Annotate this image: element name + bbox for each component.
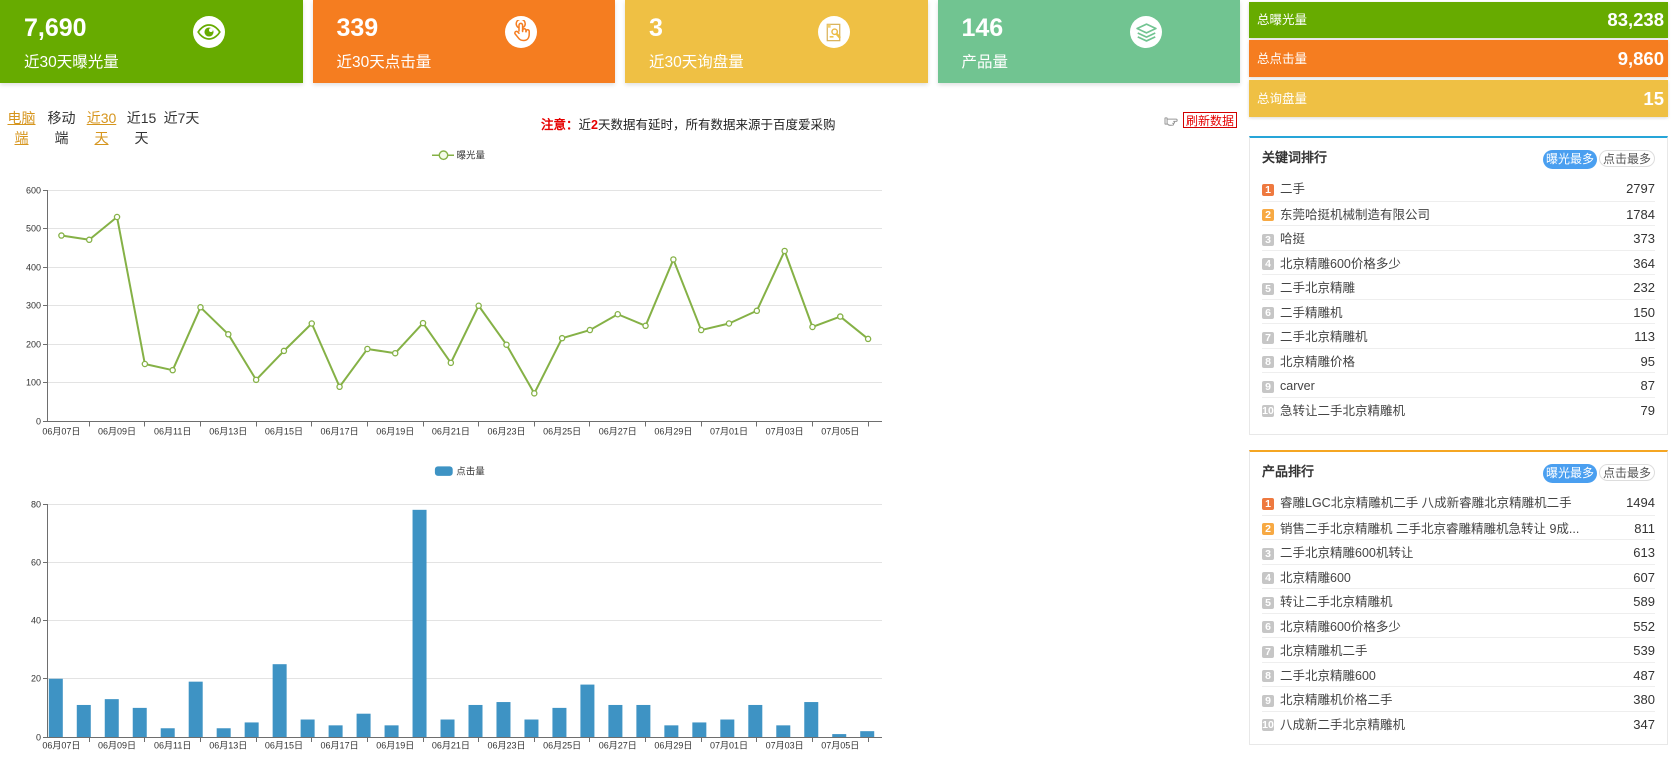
svg-text:06月27日: 06月27日 <box>599 427 637 437</box>
svg-text:06月11日: 06月11日 <box>154 427 191 437</box>
svg-text:06月13日: 06月13日 <box>209 741 247 751</box>
svg-text:06月07日: 06月07日 <box>42 427 80 437</box>
svg-text:06月15日: 06月15日 <box>265 741 303 751</box>
svg-text:80: 80 <box>31 500 41 510</box>
svg-text:曝光量: 曝光量 <box>457 150 486 162</box>
svg-text:60: 60 <box>31 558 41 568</box>
svg-text:0: 0 <box>36 417 41 427</box>
svg-text:06月17日: 06月17日 <box>321 427 359 437</box>
svg-text:06月15日: 06月15日 <box>265 427 303 437</box>
svg-text:06月25日: 06月25日 <box>543 741 581 751</box>
svg-text:06月21日: 06月21日 <box>432 427 470 437</box>
svg-text:07月05日: 07月05日 <box>821 741 859 751</box>
svg-text:300: 300 <box>26 301 41 311</box>
svg-text:06月13日: 06月13日 <box>209 427 247 437</box>
svg-text:06月07日: 06月07日 <box>42 741 80 751</box>
svg-text:06月29日: 06月29日 <box>654 427 692 437</box>
svg-text:07月01日: 07月01日 <box>710 741 748 751</box>
svg-text:600: 600 <box>26 186 41 196</box>
svg-text:06月19日: 06月19日 <box>376 741 414 751</box>
svg-text:07月03日: 07月03日 <box>766 741 804 751</box>
svg-text:06月25日: 06月25日 <box>543 427 581 437</box>
svg-text:20: 20 <box>31 674 41 684</box>
svg-text:06月11日: 06月11日 <box>154 741 191 751</box>
svg-text:0: 0 <box>36 733 41 743</box>
svg-text:40: 40 <box>31 616 41 626</box>
svg-text:点击量: 点击量 <box>456 466 485 478</box>
svg-text:06月17日: 06月17日 <box>321 741 359 751</box>
svg-text:200: 200 <box>26 340 41 350</box>
svg-text:06月19日: 06月19日 <box>376 427 414 437</box>
svg-text:400: 400 <box>26 263 41 273</box>
svg-text:06月23日: 06月23日 <box>487 427 525 437</box>
svg-text:07月05日: 07月05日 <box>821 427 859 437</box>
svg-text:07月03日: 07月03日 <box>766 427 804 437</box>
svg-text:06月29日: 06月29日 <box>654 741 692 751</box>
svg-text:06月27日: 06月27日 <box>599 741 637 751</box>
svg-text:500: 500 <box>26 224 41 234</box>
svg-text:06月09日: 06月09日 <box>98 427 136 437</box>
svg-text:06月21日: 06月21日 <box>432 741 470 751</box>
svg-text:07月01日: 07月01日 <box>710 427 748 437</box>
svg-text:100: 100 <box>26 378 41 388</box>
svg-text:06月23日: 06月23日 <box>487 741 525 751</box>
svg-text:06月09日: 06月09日 <box>98 741 136 751</box>
